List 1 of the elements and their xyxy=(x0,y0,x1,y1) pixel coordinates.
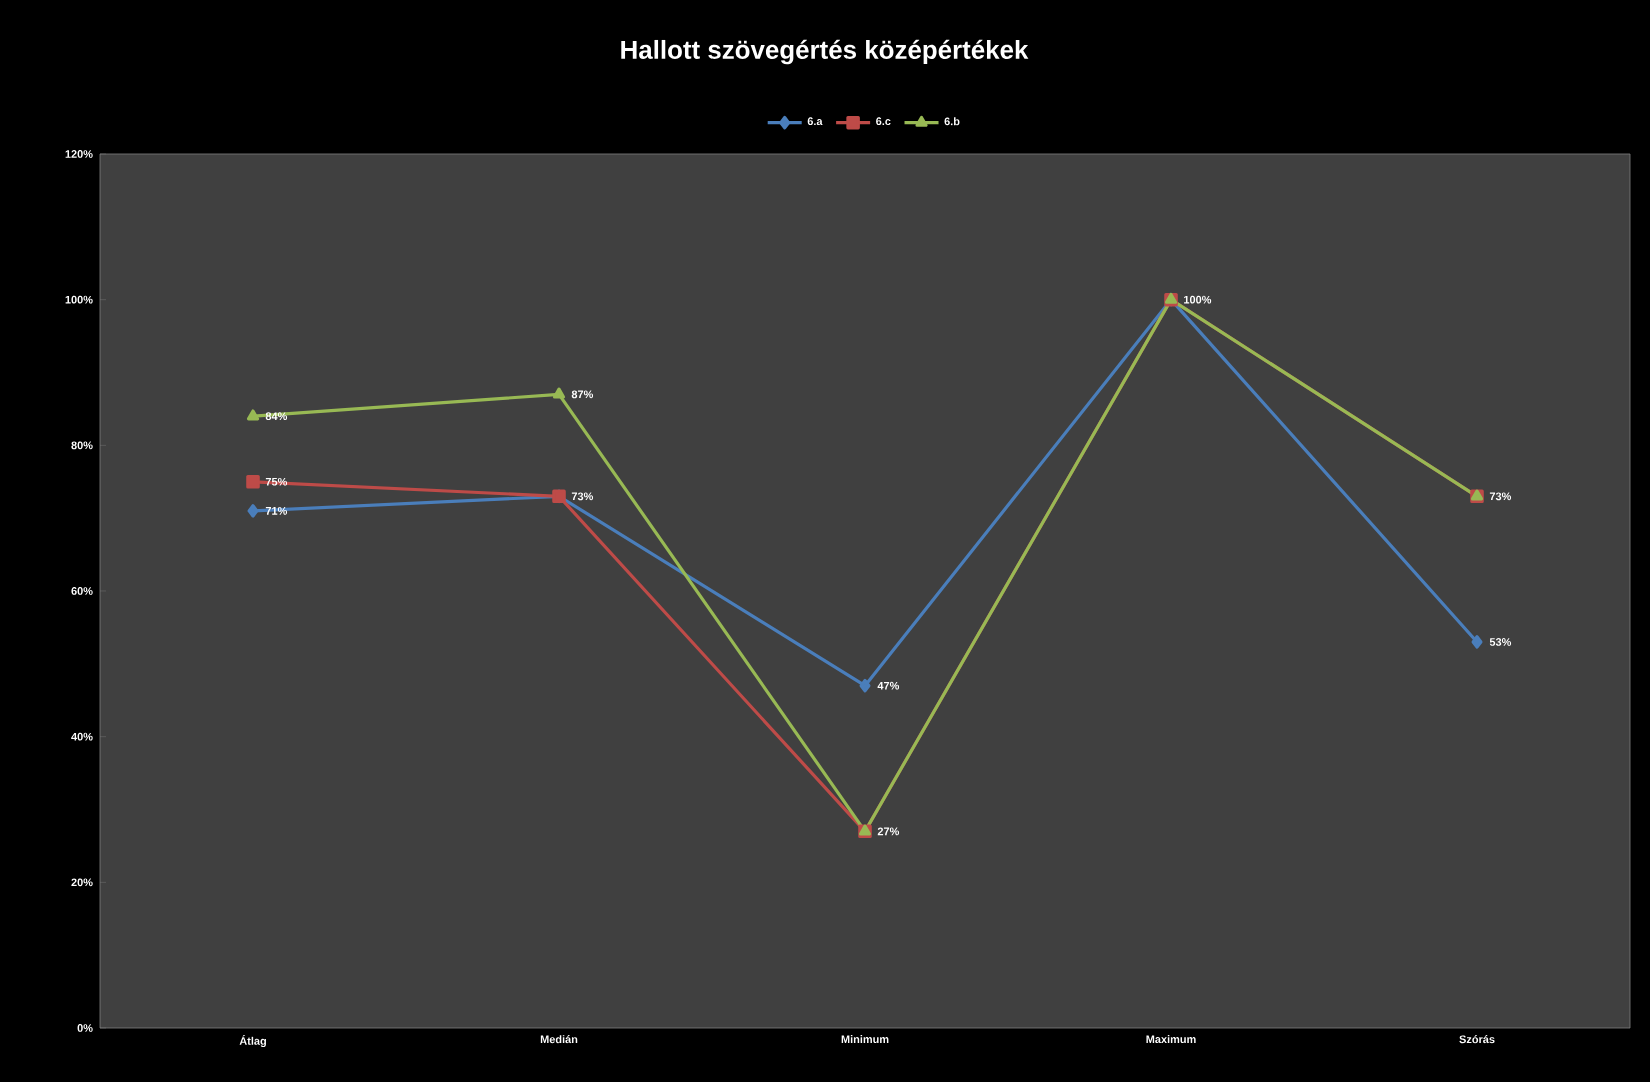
chart-title: Hallott szövegértés középértékek xyxy=(621,39,1029,65)
